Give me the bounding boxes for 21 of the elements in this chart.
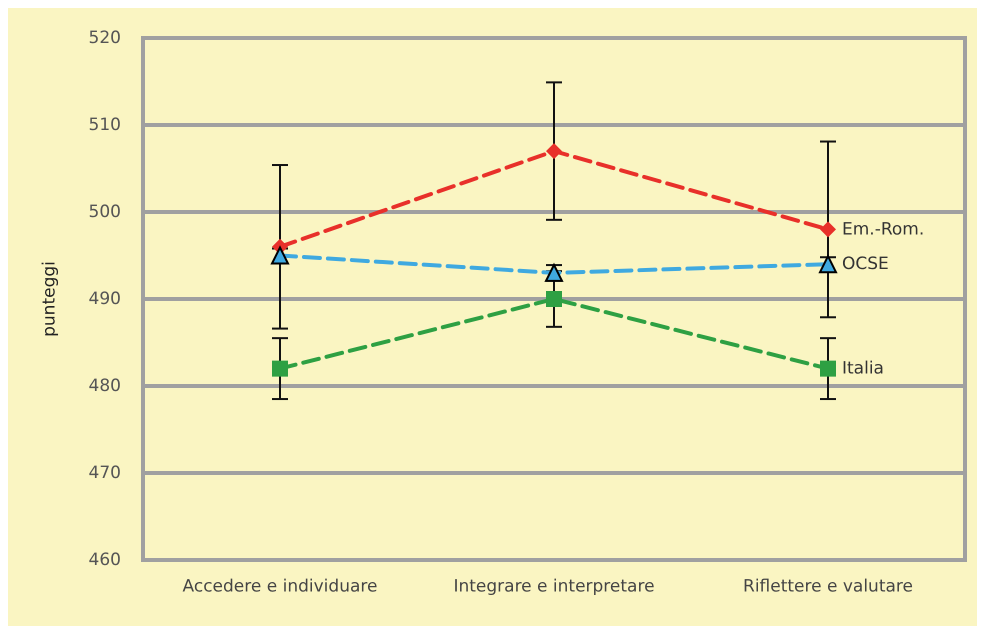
point bbox=[820, 221, 836, 238]
series-label: Italia bbox=[842, 358, 884, 379]
x-tick-label: Riflettere e valutare bbox=[743, 576, 913, 596]
series-label: OCSE bbox=[842, 254, 889, 274]
y-tick-label: 460 bbox=[88, 550, 121, 570]
x-tick-label: Integrare e interpretare bbox=[453, 576, 655, 596]
y-tick-label: 470 bbox=[88, 463, 121, 483]
point bbox=[271, 246, 289, 264]
x-tick-label: Accedere e individuare bbox=[182, 576, 378, 596]
y-tick-label: 500 bbox=[88, 202, 121, 222]
point bbox=[546, 291, 562, 307]
series-label: Em.-Rom. bbox=[842, 219, 924, 240]
y-tick-label: 480 bbox=[88, 376, 121, 396]
y-tick-label: 510 bbox=[88, 115, 121, 135]
y-axis-title: punteggi bbox=[40, 261, 60, 337]
point bbox=[546, 143, 562, 160]
point bbox=[272, 360, 288, 377]
y-tick-label: 520 bbox=[88, 28, 121, 48]
point bbox=[819, 255, 837, 274]
y-tick-label: 490 bbox=[88, 289, 121, 309]
point bbox=[820, 360, 836, 377]
